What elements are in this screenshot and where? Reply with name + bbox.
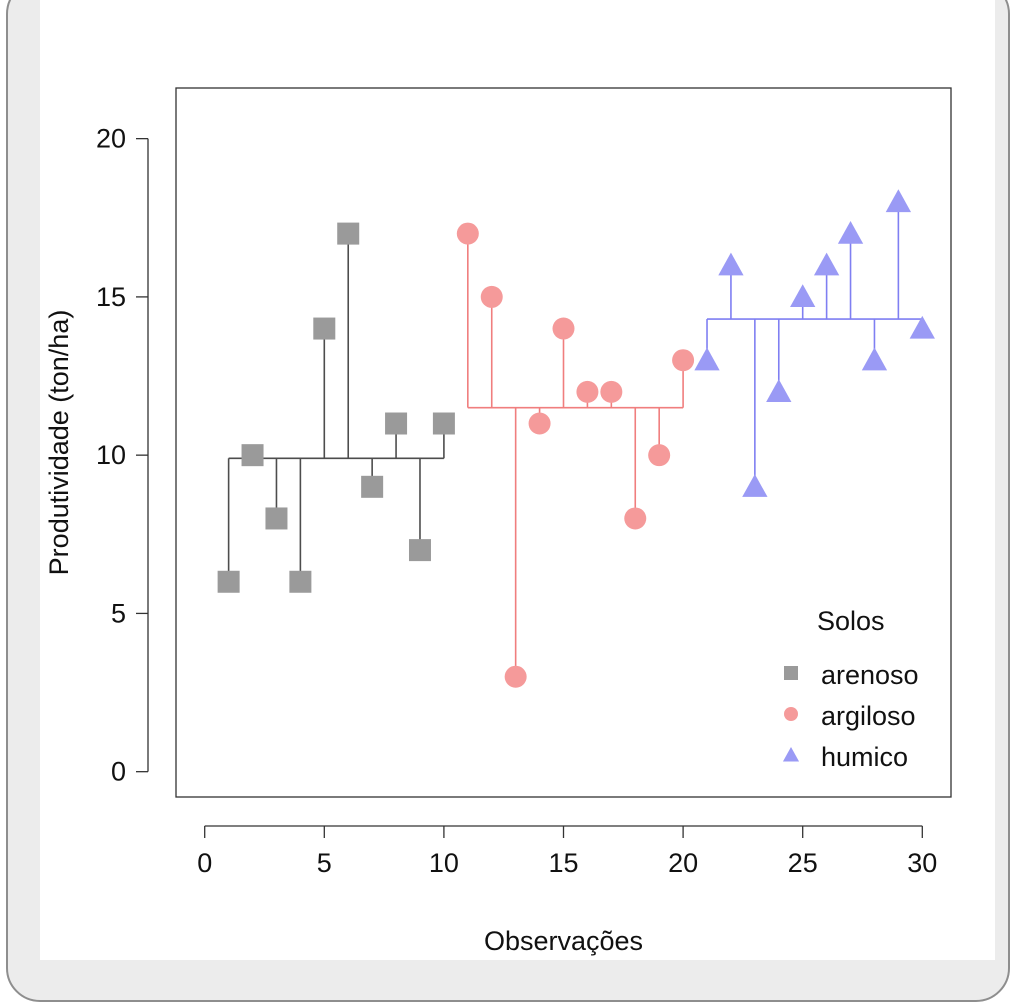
argiloso-point [672,349,695,372]
humico-point [766,379,792,402]
arenoso-point [361,475,384,498]
x-tick-label: 15 [548,848,578,878]
x-tick-label: 0 [197,848,212,878]
arenoso-point [217,570,240,593]
arenoso-point [289,570,312,593]
argiloso-point [576,380,599,403]
plot-box [175,87,952,798]
arenoso-point [265,507,288,530]
legend-argiloso-label: argiloso [821,701,916,731]
y-tick-label: 10 [96,440,126,470]
humico-point [909,315,935,339]
chart-panel: 0 5 10 15 20 25 30 0 5 10 15 20 Observações Produtivi… [40,0,995,960]
argiloso-point [624,507,647,530]
x-tick-label: 5 [317,848,332,878]
argiloso-point [456,222,479,245]
humico-point [718,252,744,276]
humico-point [861,347,888,371]
y-axis-title: Produtividade (ton/ha) [44,310,74,576]
y-tick-label: 5 [111,598,126,628]
arenoso-point [385,412,408,435]
humico-point [694,347,720,371]
legend-arenoso-marker [784,666,798,680]
y-tick-label: 15 [96,282,126,312]
arenoso-point [241,444,264,467]
humico-point [837,220,864,244]
arenoso-point [313,317,336,340]
scatter-plot: 0 5 10 15 20 25 30 0 5 10 15 20 Observações Produtivi… [44,87,952,956]
legend-arenoso-label: arenoso [821,660,919,690]
humico-point [790,284,816,308]
x-tick-label: 10 [429,848,459,878]
x-tick-label: 30 [907,848,937,878]
x-tick-label: 20 [668,848,698,878]
argiloso-point [528,412,551,435]
x-tick-label: 25 [788,848,818,878]
legend-argiloso-marker [784,707,798,721]
humico-point [813,252,840,276]
argiloso-point [648,444,671,467]
arenoso-point [408,539,431,562]
y-tick-label: 0 [111,757,126,787]
argiloso-point [552,317,575,340]
legend-humico-marker [782,746,800,762]
legend-title: Solos [817,606,885,636]
argiloso-point [600,380,623,403]
x-axis-title: Observações [484,926,643,956]
arenoso-point [337,222,360,245]
humico-point [742,474,768,497]
humico-point [885,189,912,213]
argiloso-point [480,285,503,308]
arenoso-point [432,412,455,435]
legend-humico-label: humico [821,742,908,772]
y-tick-label: 20 [96,124,126,154]
argiloso-point [504,665,527,688]
